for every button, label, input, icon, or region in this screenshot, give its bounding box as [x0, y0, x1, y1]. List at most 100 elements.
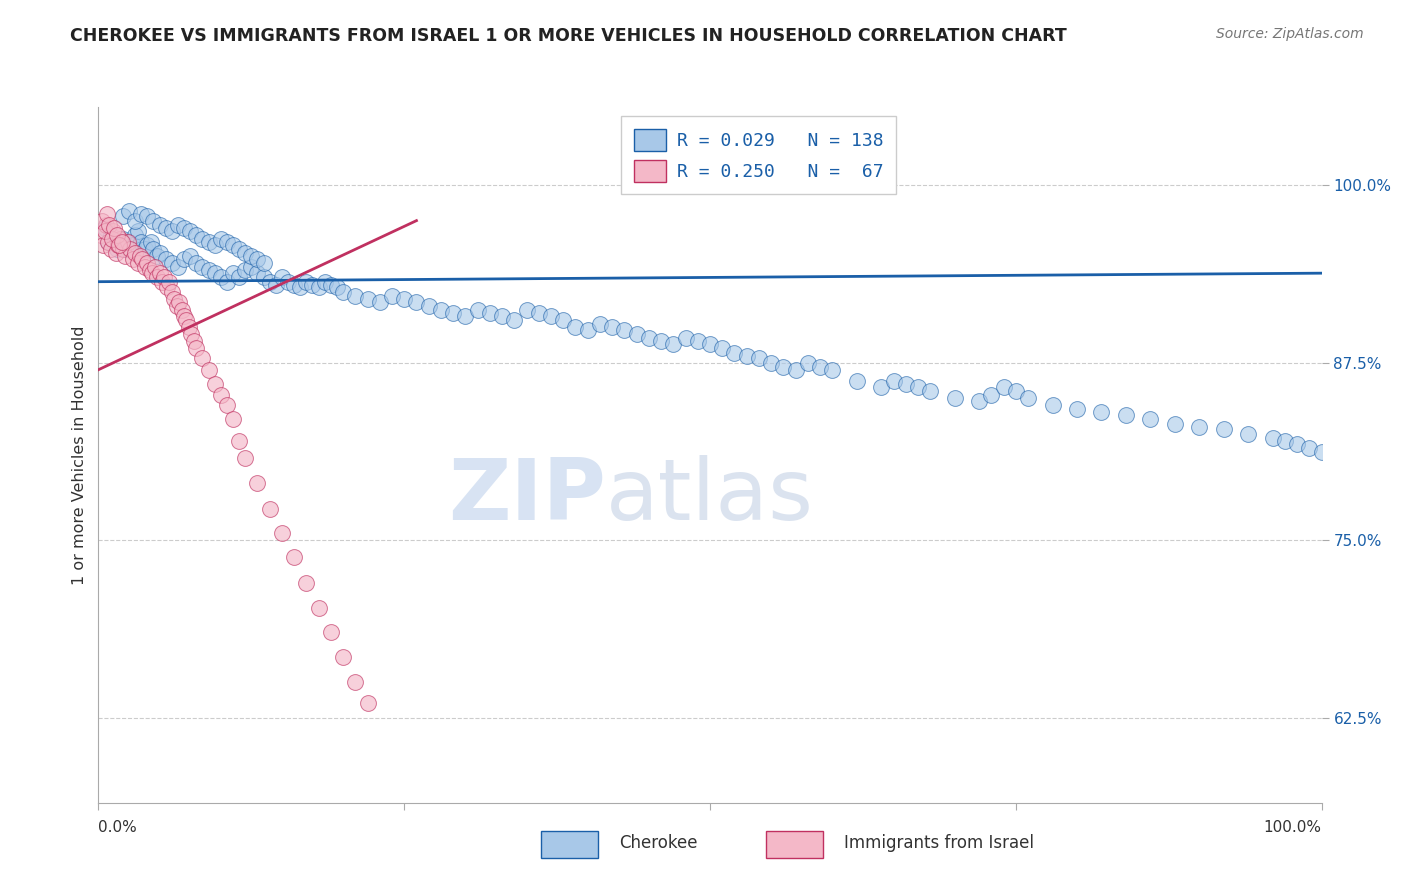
Point	[156, 280, 179, 294]
Point	[319, 625, 342, 640]
Point	[96, 206, 118, 220]
Point	[576, 323, 599, 337]
Point	[111, 235, 134, 249]
Point	[626, 327, 648, 342]
Point	[845, 374, 868, 388]
Point	[160, 285, 183, 299]
Point	[650, 334, 672, 349]
Point	[308, 280, 330, 294]
Point	[980, 388, 1002, 402]
Point	[368, 294, 391, 309]
Point	[332, 649, 354, 664]
Point	[1310, 445, 1333, 459]
Point	[1115, 408, 1137, 422]
Point	[283, 550, 305, 565]
Point	[515, 303, 537, 318]
Point	[129, 235, 152, 249]
Point	[441, 306, 464, 320]
Point	[314, 275, 336, 289]
Point	[209, 232, 232, 246]
Point	[160, 256, 183, 270]
Point	[467, 303, 489, 318]
Point	[1066, 402, 1088, 417]
Point	[93, 223, 115, 237]
Point	[209, 388, 232, 402]
Point	[149, 266, 172, 280]
Point	[118, 203, 141, 218]
Point	[392, 292, 416, 306]
Point	[177, 320, 200, 334]
Point	[290, 280, 312, 294]
Point	[637, 331, 661, 345]
Point	[120, 242, 142, 256]
Point	[173, 252, 195, 266]
Point	[381, 289, 404, 303]
Point	[129, 249, 152, 263]
Point	[98, 218, 121, 232]
Point	[686, 334, 709, 349]
Point	[564, 320, 586, 334]
Point	[259, 501, 281, 516]
Point	[155, 220, 177, 235]
Point	[155, 252, 177, 266]
Point	[142, 242, 165, 256]
Point	[215, 398, 238, 412]
Point	[91, 237, 114, 252]
Point	[139, 235, 162, 249]
Point	[808, 359, 831, 374]
Point	[332, 285, 354, 299]
Point	[503, 313, 526, 327]
Point	[356, 697, 378, 711]
Point	[344, 675, 367, 690]
Point	[600, 320, 623, 334]
Point	[131, 252, 153, 266]
Point	[143, 260, 166, 275]
Text: 100.0%: 100.0%	[1264, 820, 1322, 835]
Point	[553, 313, 575, 327]
Text: Immigrants from Israel: Immigrants from Israel	[844, 834, 1033, 852]
Text: ZIP: ZIP	[449, 455, 606, 538]
Point	[179, 223, 201, 237]
Point	[240, 260, 263, 275]
Point	[97, 235, 120, 249]
Point	[124, 246, 146, 260]
Point	[699, 337, 721, 351]
Point	[1004, 384, 1026, 398]
Point	[1042, 398, 1064, 412]
Text: CHEROKEE VS IMMIGRANTS FROM ISRAEL 1 OR MORE VEHICLES IN HOUSEHOLD CORRELATION C: CHEROKEE VS IMMIGRANTS FROM ISRAEL 1 OR …	[70, 27, 1067, 45]
Point	[191, 351, 214, 366]
Point	[176, 313, 198, 327]
Point	[883, 374, 905, 388]
Point	[222, 412, 245, 426]
Point	[167, 260, 190, 275]
Point	[107, 237, 129, 252]
Point	[215, 275, 238, 289]
Point	[127, 223, 149, 237]
Point	[772, 359, 794, 374]
Point	[100, 227, 122, 242]
Point	[246, 266, 269, 280]
Point	[166, 299, 188, 313]
Point	[478, 306, 501, 320]
Point	[191, 260, 214, 275]
Point	[139, 263, 162, 277]
Point	[1090, 405, 1112, 419]
Point	[295, 575, 318, 590]
Point	[907, 380, 929, 394]
Y-axis label: 1 or more Vehicles in Household: 1 or more Vehicles in Household	[72, 326, 87, 584]
Point	[173, 220, 195, 235]
Point	[134, 260, 156, 275]
Point	[613, 323, 636, 337]
Point	[246, 252, 269, 266]
Point	[1237, 426, 1260, 441]
Point	[101, 223, 124, 237]
Point	[100, 242, 122, 256]
Point	[527, 306, 550, 320]
Point	[233, 450, 256, 465]
Point	[186, 227, 208, 242]
Point	[259, 275, 281, 289]
Point	[167, 294, 190, 309]
Point	[167, 218, 190, 232]
Point	[711, 342, 734, 356]
Point	[118, 235, 141, 249]
